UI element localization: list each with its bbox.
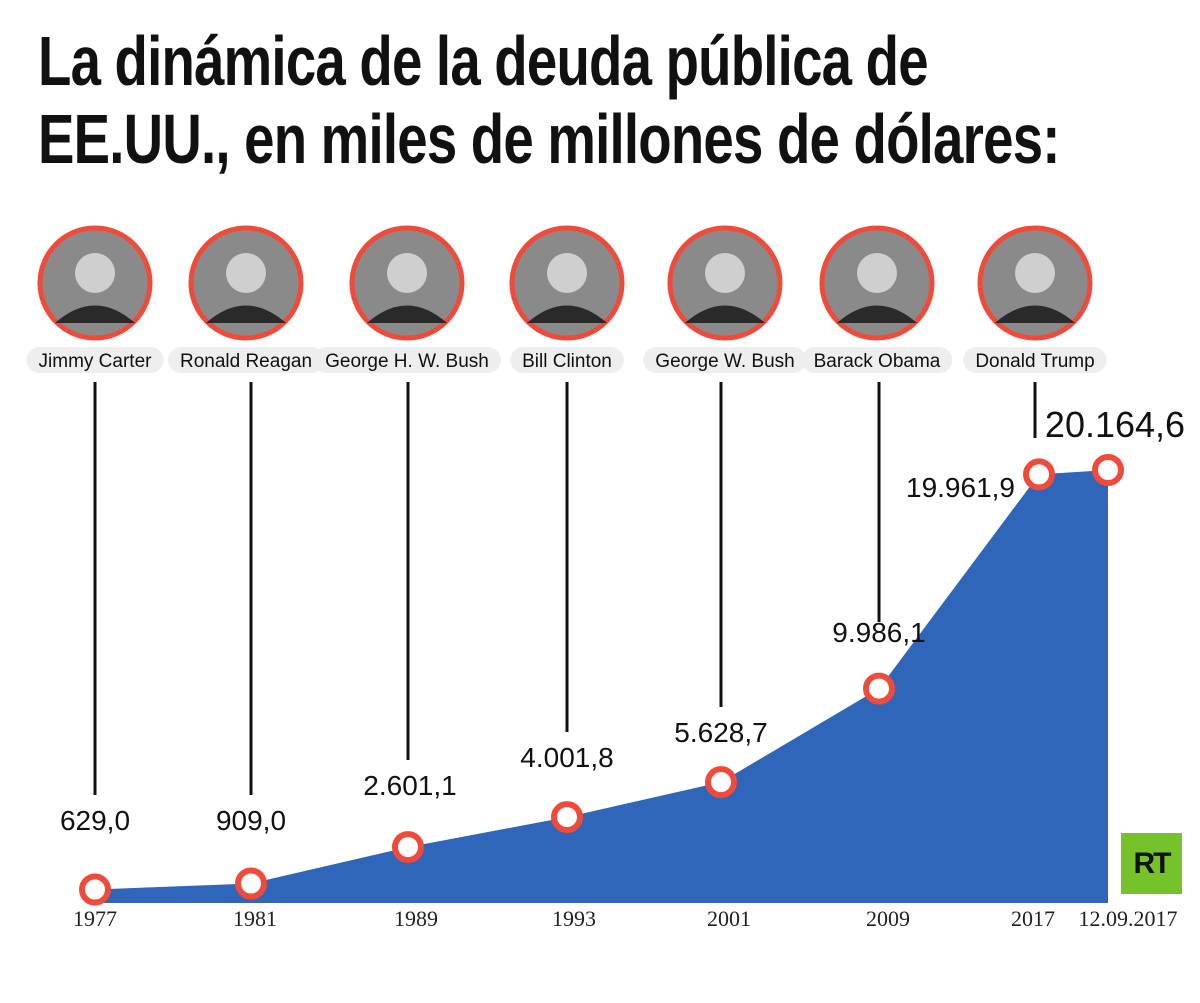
- value-label: 2.601,1: [363, 770, 456, 801]
- portrait-head-icon: [226, 253, 266, 293]
- president-name: George W. Bush: [655, 351, 794, 372]
- president-name: Bill Clinton: [522, 351, 612, 372]
- value-label: 20.164,6: [1045, 404, 1185, 445]
- portrait-5: George W. Bush: [643, 225, 807, 373]
- value-label: 9.986,1: [832, 617, 925, 648]
- name-pill: [643, 347, 807, 373]
- value-labels: 629,0 909,0 2.601,1 4.001,8 5.628,7 9.986,1 19…: [60, 404, 1185, 836]
- portrait-shoulders-icon: [995, 305, 1075, 323]
- x-tick-label: 12.09.2017: [1079, 906, 1178, 931]
- data-point-marker: [705, 766, 737, 799]
- portrait-shoulders-icon: [55, 305, 135, 323]
- name-pill: [801, 347, 953, 373]
- value-label: 4.001,8: [520, 742, 613, 773]
- data-point-marker: [1092, 454, 1124, 486]
- president-name: Ronald Reagan: [180, 351, 312, 372]
- data-point-marker: [1023, 458, 1055, 491]
- president-name: Donald Trump: [975, 351, 1094, 372]
- x-tick-label: 1977: [73, 906, 117, 931]
- chart-title: La dinámica de la deuda pública de EE.UU…: [38, 22, 1060, 178]
- data-point-marker: [235, 867, 267, 900]
- president-name: George H. W. Bush: [325, 351, 489, 372]
- portrait-head-icon: [705, 253, 745, 293]
- value-label: 5.628,7: [674, 717, 767, 748]
- value-label: 19.961,9: [906, 472, 1015, 503]
- data-markers: [79, 454, 1124, 906]
- x-tick-label: 1989: [394, 906, 438, 931]
- portrait-7: Donald Trump: [963, 225, 1107, 373]
- portrait-head-icon: [1015, 253, 1055, 293]
- portrait-shoulders-icon: [367, 305, 447, 323]
- portrait-4: Bill Clinton: [509, 225, 625, 373]
- portrait-head-icon: [857, 253, 897, 293]
- rt-logo-text: RT: [1133, 846, 1172, 880]
- portrait-shoulders-icon: [685, 305, 765, 323]
- name-pill: [167, 347, 325, 373]
- portrait-2: Ronald Reagan: [167, 225, 325, 373]
- leader-lines: [93, 382, 1037, 795]
- x-tick-label: 1993: [552, 906, 596, 931]
- x-tick-label: 2001: [707, 906, 751, 931]
- x-tick-label: 1981: [233, 906, 277, 931]
- name-pill: [26, 347, 164, 373]
- rt-logo: RT: [1121, 833, 1182, 894]
- president-name: Jimmy Carter: [39, 351, 153, 372]
- title-line-1: La dinámica de la deuda pública de: [38, 22, 929, 100]
- data-point-marker: [79, 873, 111, 906]
- portrait-shoulders-icon: [527, 305, 607, 323]
- data-point-marker: [392, 831, 424, 864]
- name-pill: [963, 347, 1107, 373]
- x-tick-label: 2017: [1011, 906, 1055, 931]
- x-axis-ticks: 1977 1981 1989 1993 2001 2009 2017 12.09.2017: [73, 906, 1178, 931]
- data-point-marker: [863, 672, 895, 705]
- portrait-head-icon: [387, 253, 427, 293]
- x-tick-label: 2009: [866, 906, 910, 931]
- portrait-6: Barack Obama: [801, 225, 953, 373]
- name-pill: [510, 347, 624, 373]
- portrait-shoulders-icon: [837, 305, 917, 323]
- value-label: 629,0: [60, 805, 130, 836]
- name-pill: [313, 347, 501, 373]
- portrait-1: Jimmy Carter: [26, 225, 164, 373]
- portrait-shoulders-icon: [206, 305, 286, 323]
- area-layer: [95, 470, 1108, 903]
- value-label: 909,0: [216, 805, 286, 836]
- president-portraits: Jimmy Carter Ronald Reagan George H. W. Bu…: [26, 225, 1107, 373]
- debt-area: [95, 470, 1108, 903]
- data-point-marker: [551, 801, 583, 834]
- portrait-head-icon: [75, 253, 115, 293]
- title-line-2: EE.UU., en miles de millones de dólares:: [38, 100, 1060, 178]
- president-name: Barack Obama: [814, 351, 941, 372]
- portrait-head-icon: [547, 253, 587, 293]
- portrait-3: George H. W. Bush: [313, 225, 501, 373]
